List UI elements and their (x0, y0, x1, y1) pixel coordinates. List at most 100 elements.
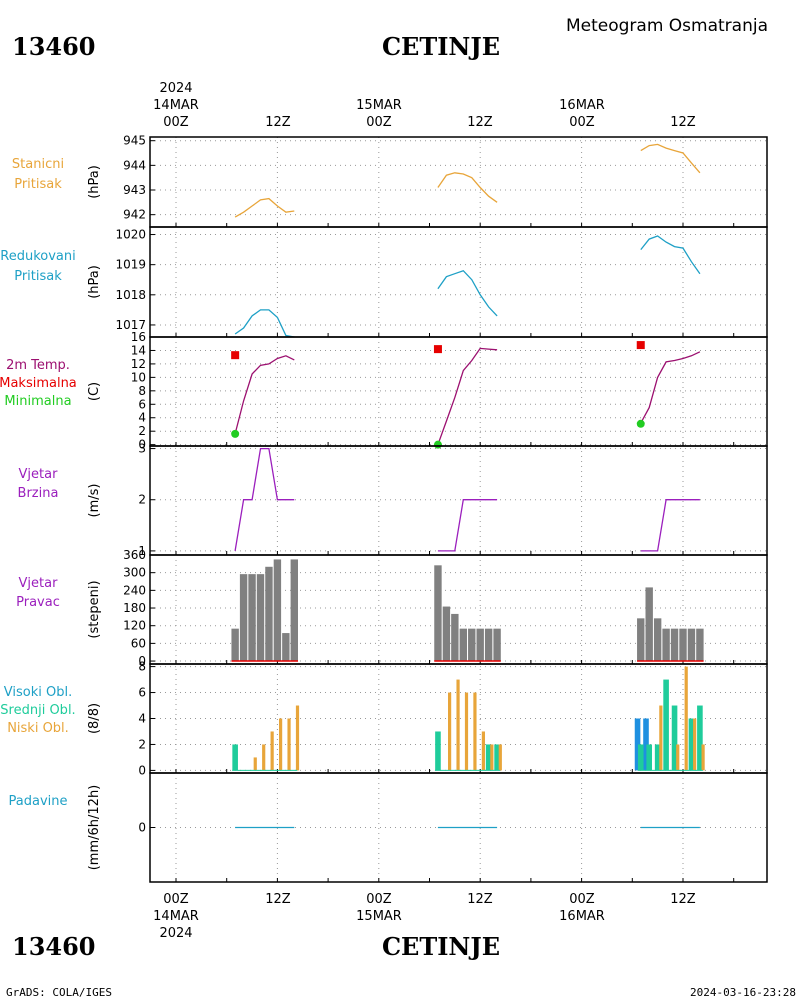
cloud-bar (481, 731, 485, 771)
bottom-time-axis: 00Z 12Z 00Z 12Z 00Z 12Z 14MAR 15MAR 16MA… (153, 892, 696, 941)
direction-bar (290, 559, 298, 662)
direction-bar (476, 628, 484, 662)
cloud-bar (684, 666, 688, 771)
y-tick-label: 3 (138, 442, 146, 456)
direction-bar (645, 587, 653, 662)
y-tick-label: 1017 (115, 318, 146, 332)
direction-bar (231, 628, 239, 662)
y-tick-label: 1 (138, 544, 146, 558)
y-axis-unit-label: (hPa) (87, 265, 102, 299)
panel-label: Maksimalna (0, 376, 77, 391)
panel-oblacnost: 0 2 4 6 8 (8/8) Visoki Obl. Srednji Obl. Niski O… (0, 660, 768, 777)
panel-label: Stanicni (12, 157, 64, 172)
cloud-bar (279, 718, 283, 771)
y-tick-label: 14 (131, 343, 146, 357)
hour-label-top-0-12: 12Z (265, 115, 291, 130)
cloud-bar (498, 744, 502, 771)
y-tick-label: 945 (123, 134, 146, 148)
direction-bar (256, 574, 265, 662)
series-line (234, 355, 295, 435)
direction-bar (679, 628, 687, 662)
y-tick-label: 4 (138, 411, 146, 425)
meteogram-title: Meteogram Osmatranja (566, 16, 768, 36)
panel-frame (149, 226, 768, 338)
panel-label: Niski Obl. (7, 721, 69, 736)
y-axis-unit-label: (m/s) (87, 484, 102, 518)
direction-bar (265, 566, 273, 662)
cloud-bar (287, 718, 291, 771)
direction-bar (687, 628, 696, 662)
station-id-bottom: 13460 (12, 932, 96, 961)
y-tick-label: 10 (131, 370, 146, 384)
min-temp-marker (636, 419, 645, 428)
panel-vjetar_pravac: 0 60 120 180 240 300 360 (stepeni) Vjetar Pravac (16, 548, 768, 668)
hour-label-top-1-12: 12Z (467, 115, 493, 130)
year-label-bottom: 2024 (159, 926, 192, 941)
hour-label-top-2-12: 12Z (670, 115, 696, 130)
direction-bar (637, 618, 645, 662)
panel-label: Padavine (9, 794, 68, 809)
station-name-top: CETINJE (382, 32, 500, 61)
hour-label-bottom-1-12: 12Z (467, 892, 493, 907)
y-tick-label: 6 (138, 686, 146, 700)
y-tick-label: 2 (138, 493, 146, 507)
y-tick-label: 944 (123, 158, 146, 172)
direction-bar (239, 574, 248, 662)
y-tick-label: 1020 (115, 228, 146, 242)
direction-bar (282, 633, 290, 662)
direction-bar (670, 628, 679, 662)
hour-label-bottom-2-12: 12Z (670, 892, 696, 907)
y-tick-label: 360 (123, 548, 146, 562)
series-line (640, 143, 701, 174)
cloud-bar (464, 692, 469, 771)
hour-label-top-0-00: 00Z (163, 115, 189, 130)
cloud-bar (494, 744, 500, 771)
hour-label-top-2-00: 00Z (569, 115, 595, 130)
day-label-bottom-0: 14MAR (153, 909, 199, 924)
max-temp-marker (231, 351, 240, 360)
y-tick-label: 120 (123, 619, 146, 633)
direction-bar (459, 628, 467, 662)
direction-bar (248, 574, 256, 662)
cloud-bar (688, 718, 695, 771)
panel-label: Pritisak (14, 269, 62, 284)
max-temp-marker (636, 341, 645, 350)
y-tick-label: 16 (131, 330, 146, 344)
cloud-bar (473, 692, 477, 771)
panel-label: Minimalna (4, 394, 71, 409)
y-tick-label: 300 (123, 566, 146, 580)
series-line (437, 347, 498, 445)
cloud-bar (253, 757, 257, 771)
y-axis-unit-label: (C) (87, 382, 102, 401)
cloud-bar (456, 679, 460, 771)
hour-label-bottom-2-00: 00Z (569, 892, 595, 907)
y-tick-label: 60 (131, 636, 146, 650)
series-line (640, 499, 700, 552)
year-label-top: 2024 (159, 81, 192, 96)
panel-label: Brzina (18, 486, 59, 501)
y-tick-label: 0 (138, 438, 146, 452)
max-temp-marker (433, 345, 442, 354)
series-line (437, 172, 498, 203)
cloud-bar (646, 744, 652, 771)
panel-label: Vjetar (19, 467, 59, 482)
y-tick-label: 0 (138, 654, 146, 668)
hour-label-top-1-00: 00Z (366, 115, 392, 130)
y-axis-unit-label: (hPa) (87, 165, 102, 199)
y-tick-label: 942 (123, 208, 146, 222)
direction-bar (273, 559, 282, 662)
top-time-axis: 2024 14MAR 00Z 12Z 15MAR 00Z 12Z 16MAR 0… (153, 81, 696, 130)
direction-bar (493, 628, 501, 662)
cloud-bar (693, 718, 697, 771)
panel-frame (149, 445, 768, 556)
cloud-bar (435, 731, 441, 771)
y-axis-unit-label: (stepeni) (87, 580, 102, 638)
day-label-top-0: 14MAR (153, 98, 199, 113)
cloud-bar (643, 718, 649, 771)
cloud-bar (659, 705, 663, 771)
y-tick-label: 0 (138, 821, 146, 835)
series-line (437, 499, 498, 552)
hour-label-bottom-0-12: 12Z (265, 892, 291, 907)
series-line (234, 197, 295, 218)
